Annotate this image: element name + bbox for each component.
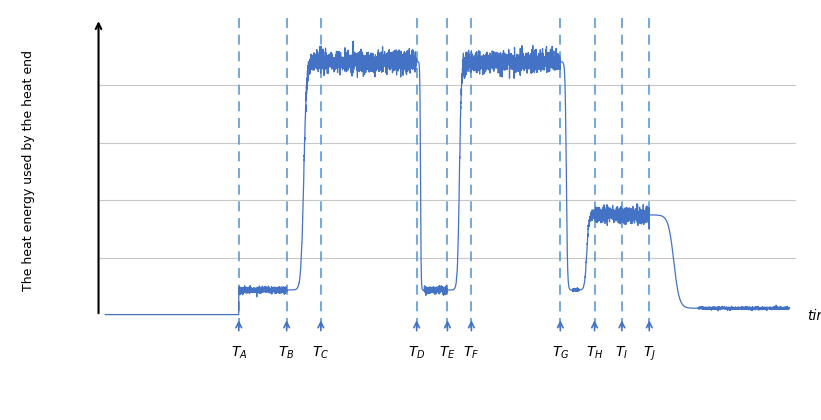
Text: The heat energy used by the heat end: The heat energy used by the heat end — [22, 50, 35, 291]
Text: $T_G$: $T_G$ — [552, 345, 569, 361]
Text: $T_E$: $T_E$ — [439, 345, 456, 361]
Text: $T_B$: $T_B$ — [278, 345, 295, 361]
Text: $T_I$: $T_I$ — [616, 345, 628, 361]
Text: $T_F$: $T_F$ — [463, 345, 479, 361]
Text: $T_J$: $T_J$ — [643, 345, 656, 363]
Text: time: time — [806, 309, 821, 323]
Text: $T_C$: $T_C$ — [312, 345, 329, 361]
Text: $T_A$: $T_A$ — [231, 345, 247, 361]
Text: $T_H$: $T_H$ — [585, 345, 603, 361]
Text: $T_D$: $T_D$ — [408, 345, 425, 361]
